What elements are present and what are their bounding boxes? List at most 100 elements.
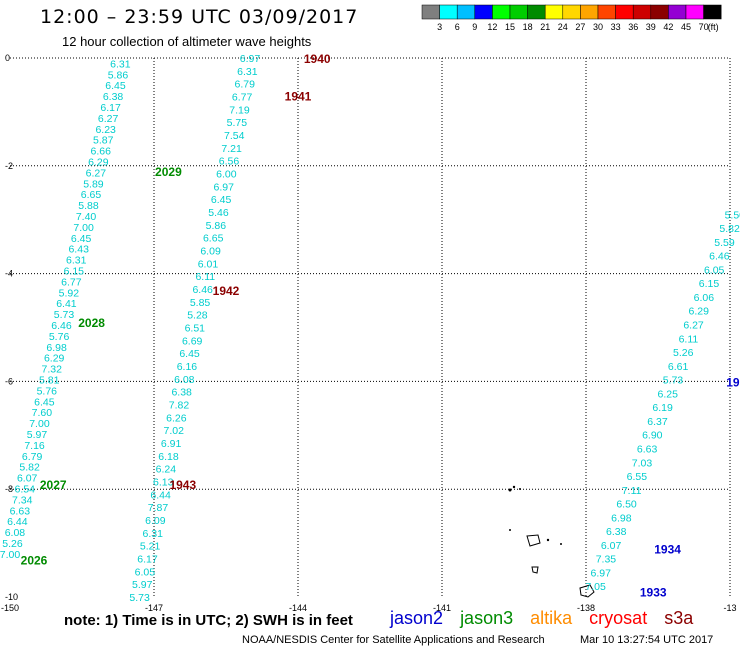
wave-height-label: 6.31 [237, 66, 258, 78]
wave-height-label: 6.38 [103, 91, 124, 103]
colorbar-label: 12 [487, 22, 497, 32]
colorbar-swatch [492, 4, 511, 20]
wave-height-label: 6.06 [694, 292, 715, 304]
wave-height-label: 7.60 [32, 407, 53, 419]
pass-time-label: 1933 [640, 586, 667, 600]
wave-height-label: 5.87 [93, 135, 114, 147]
legend-jason2: jason2 [390, 608, 444, 628]
pass-time-label: 1940 [304, 52, 331, 66]
colorbar-swatch [650, 4, 669, 20]
footnote: note: 1) Time is in UTC; 2) SWH is in fe… [64, 612, 353, 629]
wave-height-label: 5.73 [663, 375, 684, 387]
wave-height-label: 6.98 [46, 342, 67, 354]
wave-height-label: 5.86 [108, 69, 129, 81]
wave-height-label: 7.03 [632, 457, 653, 469]
axis-ticks: -150 -147 -144 -141 -138 -13 0 -2 -4 -6 -8 -10 [1, 53, 737, 613]
wave-height-label: 6.98 [611, 512, 632, 524]
wave-height-label: 5.26 [2, 538, 23, 550]
wave-height-label: 6.07 [601, 540, 622, 552]
wave-height-label: 6.63 [637, 443, 658, 455]
colorbar-swatch [580, 4, 599, 20]
legend-altika: altika [530, 608, 573, 628]
wave-height-label: 6.54 [15, 483, 36, 495]
legend-cryosat: cryosat [589, 608, 648, 628]
x-tick-label: -147 [145, 603, 163, 613]
page-title: 12:00 – 23:59 UTC 03/09/2017 [40, 6, 359, 28]
wave-height-label: 7.19 [229, 104, 250, 116]
colorbar-label: 30 [593, 22, 603, 32]
wave-height-label: 5.89 [83, 178, 104, 190]
pass-time-label: 1934 [654, 542, 681, 556]
wave-height-label: 6.38 [171, 387, 192, 399]
wave-height-label: 6.65 [81, 189, 102, 201]
wave-height-label: 6.19 [652, 402, 673, 414]
colorbar-swatch [597, 4, 616, 20]
colorbar-swatch [474, 4, 493, 20]
x-tick-label: -141 [433, 603, 451, 613]
wave-height-label: 6.97 [213, 181, 234, 193]
wave-height-label: 5.97 [27, 429, 48, 441]
wave-height-label: 5.82 [719, 223, 740, 235]
colorbar-swatch [615, 4, 634, 20]
wave-height-label: 6.45 [105, 80, 126, 92]
colorbar-swatch [562, 4, 581, 20]
wave-height-label: 5.59 [714, 237, 735, 249]
colorbar-label: 70 [699, 22, 709, 32]
page-subtitle: 12 hour collection of altimeter wave hei… [62, 34, 312, 49]
wave-height-label: 6.31 [143, 528, 164, 540]
wave-height-label: 7.05 [585, 581, 606, 593]
wave-height-label: 5.76 [37, 385, 58, 397]
y-tick-label: -2 [5, 161, 13, 171]
wave-height-label: 7.21 [221, 143, 242, 155]
wave-height-label: 7.00 [73, 222, 94, 234]
x-tick-label: -138 [577, 603, 595, 613]
colorbar-label: 21 [540, 22, 550, 32]
pass-time-label: 2029 [155, 165, 182, 179]
wave-height-label: 7.11 [622, 485, 642, 497]
colorbar-swatch [421, 4, 440, 20]
wave-height-label: 6.63 [10, 505, 31, 517]
colorbar-unit: (ft) [708, 22, 719, 32]
colorbar-swatch [544, 4, 564, 20]
wave-height-label: 6.25 [658, 388, 679, 400]
wave-height-label: 6.29 [44, 353, 65, 365]
wave-height-label: 6.01 [198, 258, 219, 270]
wave-height-label: 6.90 [642, 430, 663, 442]
pass-time-labels: 1940 1941 1942 1943 2029 2028 2027 2026 1936 1934… [21, 52, 740, 600]
wave-height-label: 6.97 [591, 567, 612, 579]
wave-height-label: 6.09 [200, 246, 221, 258]
satellite-tracks: 6.976.316.796.777.195.757.547.216.566.00… [0, 53, 740, 604]
colorbar-label: 18 [523, 22, 533, 32]
wave-height-label: 6.45 [34, 396, 55, 408]
pass-time-label: 1936 [726, 375, 740, 389]
credit-line: NOAA/NESDIS Center for Satellite Applica… [242, 634, 545, 646]
pass-time-label: 2028 [78, 316, 105, 330]
colorbar-label: 6 [455, 22, 460, 32]
colorbar-label: 27 [575, 22, 585, 32]
wave-height-label: 6.05 [704, 264, 725, 276]
wave-height-label: 6.45 [211, 194, 232, 206]
wave-height-label: 6.05 [135, 566, 156, 578]
wave-height-label: 5.88 [78, 200, 99, 212]
wave-height-label: 6.37 [647, 416, 668, 428]
wave-height-label: 5.81 [39, 374, 60, 386]
wave-height-label: 5.85 [190, 297, 211, 309]
y-tick-label: -4 [5, 269, 13, 279]
wave-height-label: 6.50 [616, 499, 637, 511]
colorbar-swatch [456, 4, 476, 20]
wave-height-label: 6.44 [7, 516, 28, 528]
wave-height-label: 5.73 [54, 309, 75, 321]
pass-time-label: 2026 [21, 553, 48, 567]
wave-height-label: 6.07 [17, 473, 38, 485]
wave-height-label: 6.69 [182, 335, 203, 347]
colorbar-label: 42 [663, 22, 673, 32]
x-tick-label: -150 [1, 603, 19, 613]
wave-height-label: 6.26 [166, 412, 187, 424]
wave-height-label: 7.34 [12, 494, 33, 506]
wave-height-label: 6.16 [177, 361, 198, 373]
wave-height-label: 5.86 [206, 220, 227, 232]
wave-height-label: 6.17 [100, 102, 121, 114]
wave-height-label: 6.38 [606, 526, 627, 538]
wave-height-label: 6.46 [709, 251, 730, 263]
